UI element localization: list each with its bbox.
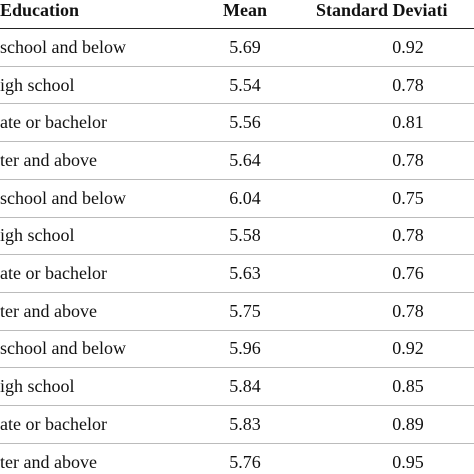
header-cell: Education (0, 0, 80, 20)
table-cell: 5.64 (229, 149, 261, 170)
header-cell: Standard Deviati (316, 0, 448, 20)
table-cell: 0.92 (392, 36, 424, 57)
table-cell: ter and above (0, 300, 97, 321)
table-cell: 5.56 (229, 112, 261, 133)
row-rule (0, 254, 474, 255)
row-rule (0, 66, 474, 67)
row-rule (0, 217, 474, 218)
table-cell: igh school (0, 225, 75, 246)
table-cell: igh school (0, 376, 75, 397)
table-cell: 5.69 (229, 36, 261, 57)
table-cell: school and below (0, 338, 126, 359)
table-cell: 6.04 (229, 187, 261, 208)
table-cell: ter and above (0, 451, 97, 472)
table-cell: 0.78 (392, 74, 424, 95)
table-cell: ate or bachelor (0, 263, 107, 284)
table-cell: school and below (0, 187, 126, 208)
header-cell: Mean (223, 0, 267, 20)
table-cell: 5.75 (229, 300, 261, 321)
table-cell: school and below (0, 36, 126, 57)
table-cell: 5.58 (229, 225, 261, 246)
table-cell: 0.95 (392, 451, 424, 472)
row-rule (0, 141, 474, 142)
table-cell: 0.78 (392, 300, 424, 321)
row-rule (0, 103, 474, 104)
table-cell: ter and above (0, 149, 97, 170)
row-rule (0, 292, 474, 293)
table-cell: 5.83 (229, 413, 261, 434)
header-rule (0, 28, 474, 29)
row-rule (0, 179, 474, 180)
table-cell: igh school (0, 74, 75, 95)
table-cell: 0.92 (392, 338, 424, 359)
row-rule (0, 443, 474, 444)
table-cell: 5.54 (229, 74, 261, 95)
table-cell: 0.78 (392, 149, 424, 170)
table-cell: 0.89 (392, 413, 424, 434)
row-rule (0, 405, 474, 406)
table-cell: ate or bachelor (0, 413, 107, 434)
table-cell: 5.96 (229, 338, 261, 359)
table-cell: 5.84 (229, 376, 261, 397)
table-cell: 5.76 (229, 451, 261, 472)
table-cell: 0.75 (392, 187, 424, 208)
table-cell: 5.63 (229, 263, 261, 284)
row-rule (0, 330, 474, 331)
table-cell: 0.76 (392, 263, 424, 284)
table-cell: 0.78 (392, 225, 424, 246)
table-cell: ate or bachelor (0, 112, 107, 133)
table-cell: 0.81 (392, 112, 424, 133)
table-cell: 0.85 (392, 376, 424, 397)
row-rule (0, 367, 474, 368)
